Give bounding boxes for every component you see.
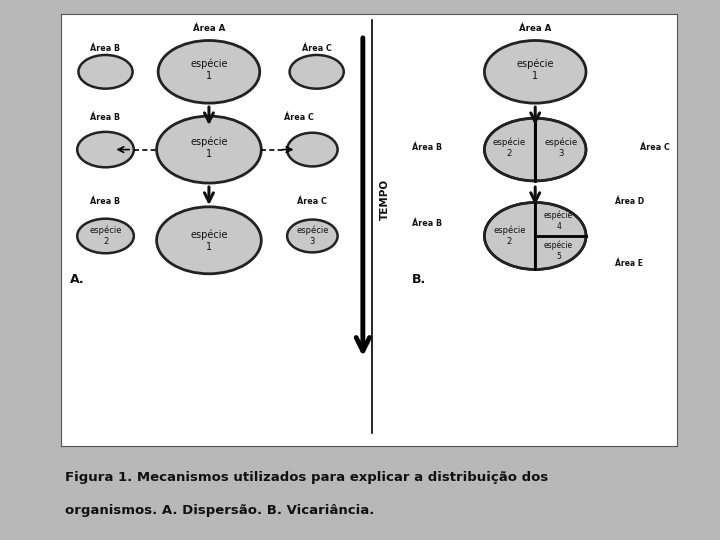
Ellipse shape — [287, 220, 338, 252]
Polygon shape — [535, 118, 586, 181]
Text: Área C: Área C — [297, 197, 328, 206]
Text: espécie
2: espécie 2 — [89, 226, 122, 246]
Text: Área A: Área A — [519, 24, 552, 33]
Text: Área C: Área C — [639, 143, 670, 152]
Ellipse shape — [287, 133, 338, 166]
Polygon shape — [485, 202, 535, 269]
Text: Área B: Área B — [91, 113, 120, 122]
Polygon shape — [485, 118, 535, 181]
Text: Área B: Área B — [91, 197, 120, 206]
Text: Área E: Área E — [615, 259, 643, 268]
Text: B.: B. — [412, 273, 426, 286]
Text: TEMPO: TEMPO — [379, 179, 390, 220]
Text: espécie
5: espécie 5 — [544, 241, 573, 261]
Text: Área D: Área D — [615, 197, 644, 206]
Text: espécie
2: espécie 2 — [493, 226, 526, 246]
Text: Figura 1. Mecanismos utilizados para explicar a distribuição dos: Figura 1. Mecanismos utilizados para exp… — [65, 471, 548, 484]
Polygon shape — [535, 236, 586, 269]
Text: organismos. A. Dispersão. B. Vicariância.: organismos. A. Dispersão. B. Vicariância… — [65, 504, 374, 517]
Ellipse shape — [77, 219, 134, 253]
Ellipse shape — [485, 40, 586, 103]
Text: espécie
1: espécie 1 — [190, 229, 228, 252]
Text: espécie
4: espécie 4 — [544, 211, 573, 231]
Ellipse shape — [78, 55, 132, 89]
Ellipse shape — [289, 55, 343, 89]
Text: espécie
2: espécie 2 — [492, 137, 526, 158]
Text: espécie
3: espécie 3 — [296, 226, 328, 246]
Text: Área B: Área B — [412, 143, 442, 152]
Text: espécie
3: espécie 3 — [544, 137, 577, 158]
Ellipse shape — [157, 116, 261, 183]
Text: espécie
1: espécie 1 — [190, 136, 228, 159]
Text: A.: A. — [71, 273, 85, 286]
Text: Área B: Área B — [412, 219, 442, 227]
Text: Área C: Área C — [302, 44, 332, 52]
Ellipse shape — [157, 207, 261, 274]
Text: Área C: Área C — [284, 113, 314, 122]
Text: Área A: Área A — [193, 24, 225, 33]
Ellipse shape — [158, 40, 260, 103]
Ellipse shape — [77, 132, 134, 167]
Text: espécie
1: espécie 1 — [190, 58, 228, 81]
Text: espécie
1: espécie 1 — [516, 58, 554, 81]
Polygon shape — [535, 202, 586, 236]
Text: Área B: Área B — [91, 44, 120, 52]
